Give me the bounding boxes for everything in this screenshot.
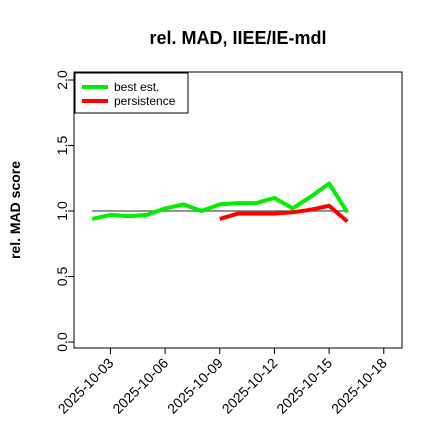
x-tick-label: 2025-10-06 xyxy=(109,355,171,417)
y-axis-label: rel. MAD score xyxy=(7,161,23,259)
y-axis: 0.0 0.5 1.0 1.5 2.0 xyxy=(54,70,74,352)
x-tick-label: 2025-10-09 xyxy=(164,355,226,417)
plot-frame xyxy=(73,71,403,349)
legend-label: persistence xyxy=(114,94,176,108)
y-tick-label: 0.5 xyxy=(54,267,70,287)
x-tick-label: 2025-10-12 xyxy=(219,355,281,417)
chart-title: rel. MAD, IIEE/IE-mdl xyxy=(149,28,326,48)
x-tick-label: 2025-10-03 xyxy=(55,355,117,417)
y-tick-label: 1.0 xyxy=(54,201,70,221)
y-tick-label: 1.5 xyxy=(54,136,70,156)
y-tick-label: 2.0 xyxy=(54,70,70,90)
series-line-best-est xyxy=(91,181,349,221)
legend-label: best est. xyxy=(114,80,159,94)
y-tick-label: 0.0 xyxy=(54,332,70,352)
legend: best est.persistence xyxy=(74,72,189,114)
legend-box xyxy=(74,72,189,114)
plot-lines xyxy=(91,181,349,224)
series-line-persistence xyxy=(219,203,349,224)
x-tick-label: 2025-10-15 xyxy=(273,355,335,417)
x-tick-label: 2025-10-18 xyxy=(328,355,390,417)
x-axis: 2025-10-032025-10-062025-10-092025-10-12… xyxy=(55,348,390,417)
